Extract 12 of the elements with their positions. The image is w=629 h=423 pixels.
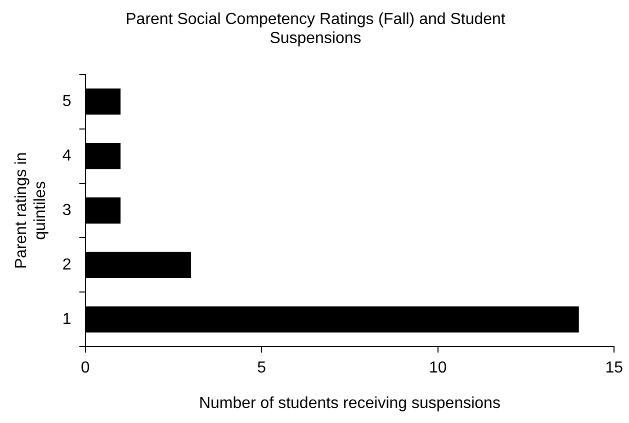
x-axis-title: Number of students receiving suspensions [198,394,500,412]
x-tick-label: 10 [428,360,447,377]
y-tick-label: 2 [62,256,72,274]
y-tick-label: 3 [62,202,72,219]
y-axis-title: Parent ratings in quintiles [13,152,50,269]
x-tick-label: 0 [80,360,90,377]
y-tick-label: 4 [62,147,72,164]
chart-title: Parent Social Competency Ratings (Fall) and Student Suspensions [126,11,506,48]
x-tick-label: 15 [605,360,624,377]
y-tick-label: 5 [62,93,72,110]
y-tick-label: 1 [62,310,72,328]
x-tick-label: 5 [257,360,266,377]
